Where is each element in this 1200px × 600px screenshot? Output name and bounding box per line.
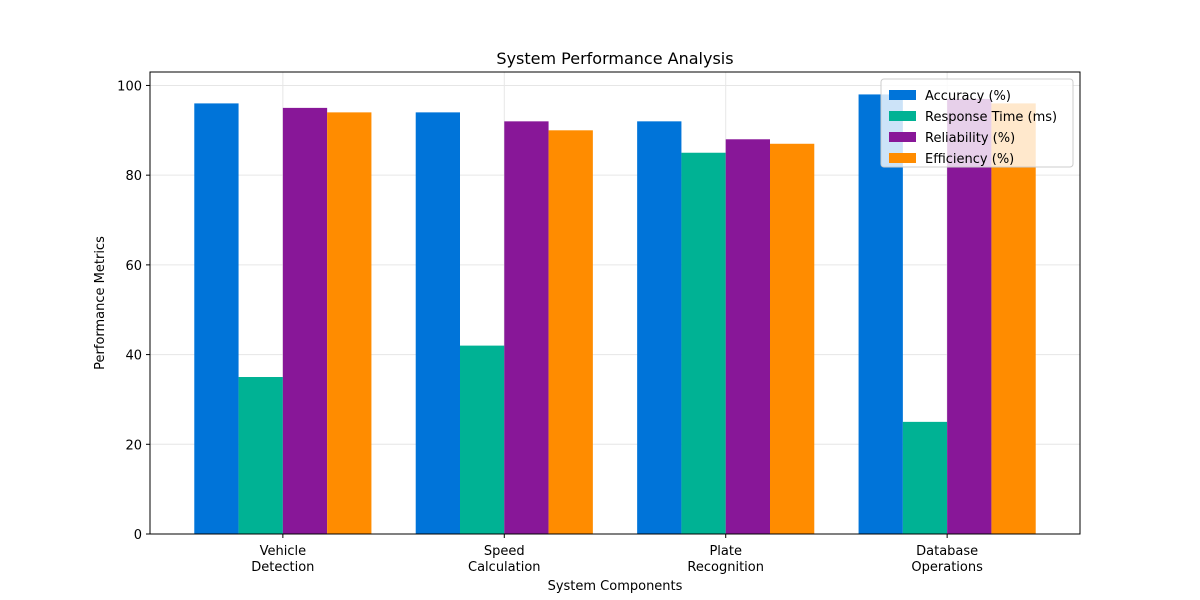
legend-swatch (889, 111, 916, 121)
x-tick-label: Vehicle Detection (251, 544, 314, 575)
bar (858, 94, 903, 534)
bar (770, 143, 815, 535)
y-axis-label: Performance Metrics (93, 236, 108, 370)
y-tick-label: 40 (125, 349, 142, 364)
y-tick-label: 80 (125, 169, 142, 184)
legend-label: Response Time (ms) (925, 110, 1057, 125)
legend: Accuracy (%) Response Time (ms) Reliabilit… (880, 78, 1074, 168)
bar (194, 103, 239, 534)
legend-swatch (889, 153, 916, 163)
bars (194, 94, 1036, 535)
chart-title: System Performance Analysis (496, 49, 733, 68)
legend-swatch (889, 90, 916, 100)
x-tick-label: Plate Recognition (687, 544, 764, 575)
bar (947, 98, 992, 534)
y-tick-label: 20 (125, 438, 142, 453)
y-tick-label: 100 (117, 79, 142, 94)
bar (725, 139, 770, 534)
bar (504, 121, 549, 534)
bar (902, 421, 948, 534)
plot-frame (149, 71, 1081, 535)
legend-box (880, 78, 1074, 168)
x-axis: Vehicle Detection Speed Calculation Plate Rec… (251, 534, 983, 575)
bar (415, 112, 460, 535)
bar (282, 107, 328, 535)
y-axis: 0 20 40 60 80 100 (117, 79, 150, 543)
legend-swatch (889, 132, 916, 142)
bar (460, 345, 505, 534)
bar (327, 112, 372, 535)
bar (548, 130, 593, 535)
legend-label: Accuracy (%) (925, 89, 1011, 104)
bar (637, 121, 682, 534)
x-tick-label: Speed Calculation (468, 544, 541, 575)
bar (991, 103, 1036, 534)
bar (238, 377, 283, 534)
y-tick-label: 0 (134, 528, 142, 543)
legend-label: Reliability (%) (925, 131, 1015, 146)
y-tick-label: 60 (125, 259, 142, 274)
bar (681, 152, 726, 535)
x-tick-label: Database Operations (911, 544, 983, 575)
x-axis-label: System Components (548, 579, 683, 594)
legend-label: Efficiency (%) (925, 152, 1014, 167)
